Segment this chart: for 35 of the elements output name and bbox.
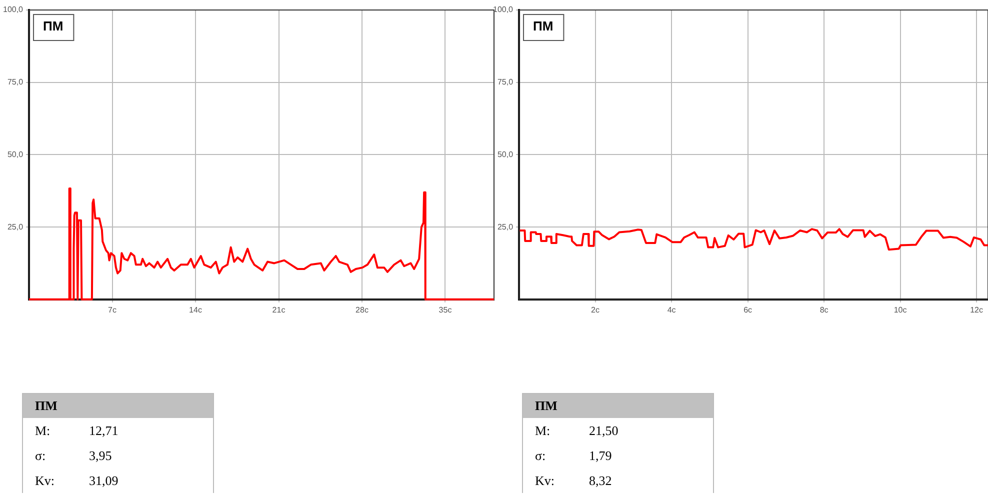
x-tick-label: 12c [970, 305, 984, 314]
y-tick-label: 50,0 [7, 150, 24, 159]
x-tick-label: 2c [591, 305, 600, 314]
text: ПМ [533, 18, 554, 34]
y-tick-label: 50,0 [497, 150, 514, 159]
x-tick-label: 7c [108, 305, 116, 314]
x-tick-label: 8c [820, 305, 828, 314]
text: ПМ [43, 18, 64, 34]
x-tick-label: 28c [356, 305, 368, 314]
x-tick-label: 14c [189, 305, 202, 314]
y-tick-label: 100,0 [492, 5, 514, 14]
y-tick-label: 75,0 [497, 78, 514, 87]
text: σ: [535, 448, 547, 463]
text: 3,95 [89, 448, 112, 463]
x-tick-label: 4c [667, 305, 676, 314]
text: M: [35, 423, 52, 438]
text: σ: [35, 448, 47, 463]
text: 1,79 [589, 448, 612, 463]
x-tick-label: 10c [894, 305, 907, 314]
y-tick-label: 100,0 [2, 5, 24, 14]
text: 8,32 [589, 473, 612, 488]
x-tick-label: 35c [438, 305, 452, 314]
text: M: [535, 423, 552, 438]
y-tick-label: 25,0 [7, 222, 24, 232]
y-tick-label: 75,0 [7, 78, 24, 87]
x-tick-label: 21c [272, 305, 286, 314]
text: Kv: [535, 473, 556, 488]
y-tick-label: 25,0 [497, 222, 514, 232]
x-tick-label: 6c [744, 305, 752, 314]
text: ПМ [523, 394, 713, 418]
text: Kv: [35, 473, 56, 488]
text: 21,50 [589, 423, 618, 438]
text: 12,71 [89, 423, 118, 438]
text: 31,09 [89, 473, 118, 488]
text: ПМ [23, 394, 213, 418]
